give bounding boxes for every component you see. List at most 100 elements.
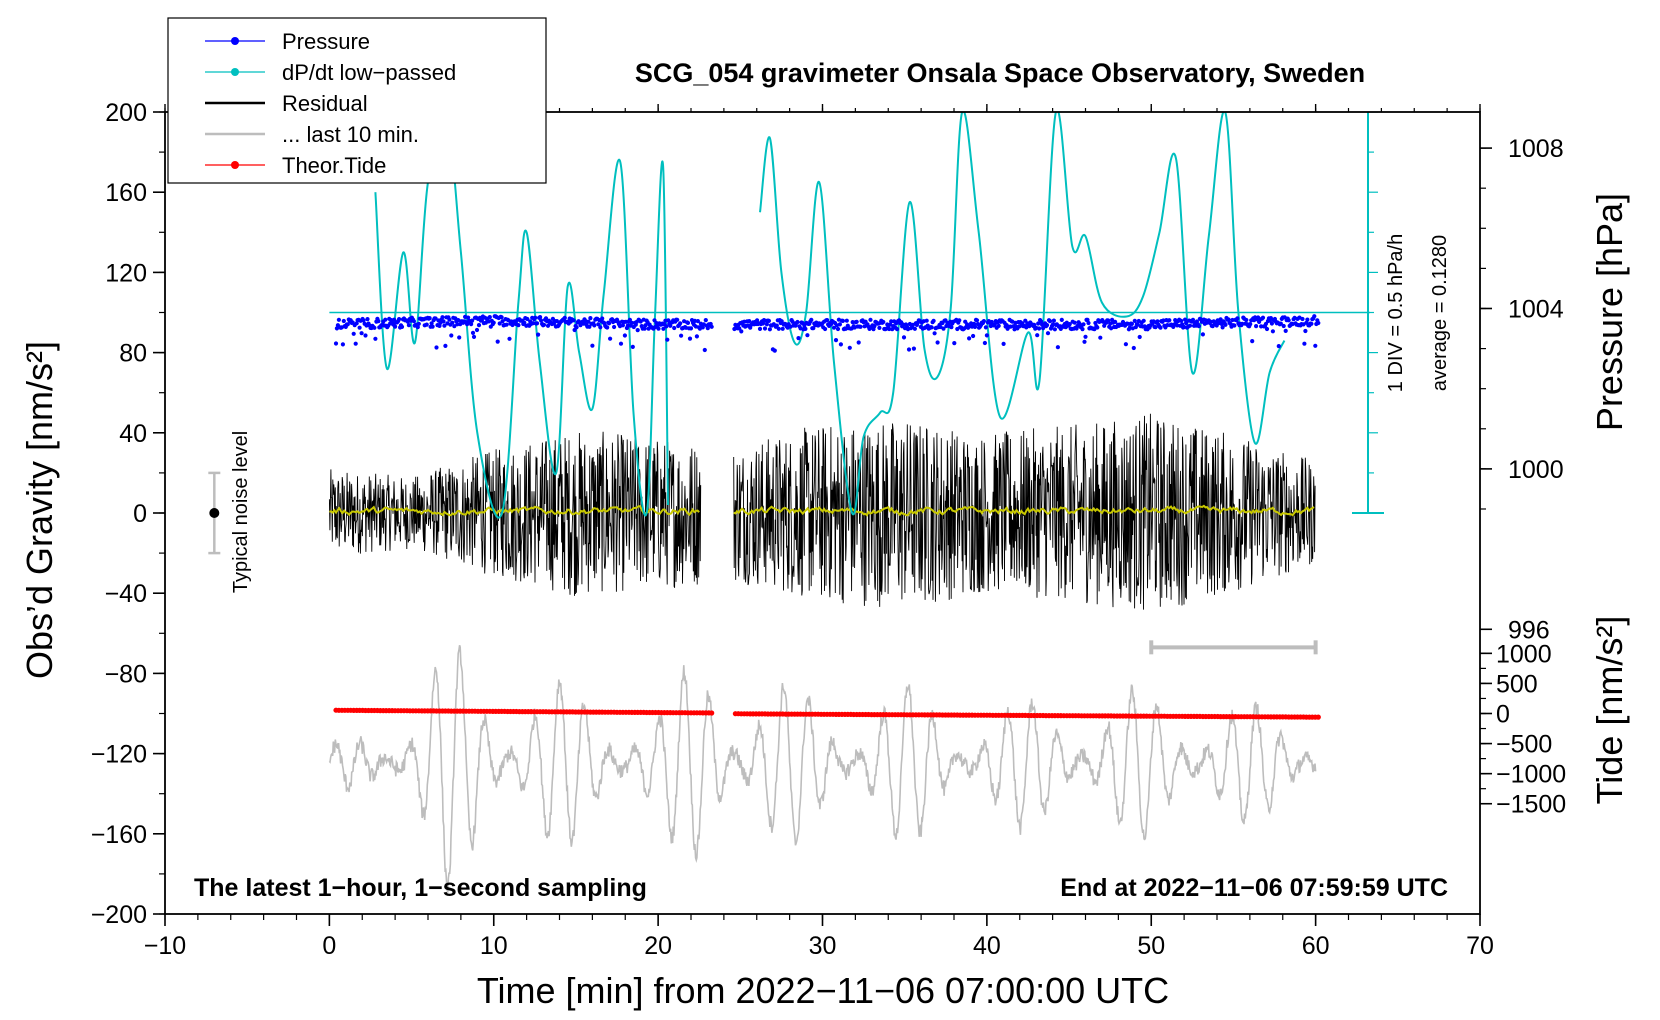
pressure-point: [1223, 322, 1228, 327]
pressure-point: [1131, 345, 1136, 351]
pressure-point: [1264, 326, 1270, 332]
pressure-point: [1082, 339, 1087, 344]
pressure-tick-label: 1008: [1508, 135, 1564, 163]
pressure-point: [1278, 321, 1283, 326]
pressure-point: [1316, 320, 1321, 326]
x-tick-label: 50: [1137, 932, 1165, 960]
pressure-point: [668, 323, 673, 328]
pressure-point: [341, 318, 346, 324]
noise-point: [209, 508, 220, 518]
pressure-point: [924, 318, 929, 323]
pressure-point: [981, 319, 987, 324]
pressure-point: [447, 317, 452, 322]
pressure-point: [449, 333, 454, 338]
pressure-point: [1259, 324, 1264, 329]
pressure-tick-label: 1000: [1508, 456, 1564, 484]
pressure-point: [825, 318, 830, 323]
tide-tick-label: 0: [1496, 701, 1510, 729]
pressure-point: [809, 317, 814, 322]
pressure-point: [607, 321, 612, 326]
pressure-point: [837, 322, 843, 327]
pressure-point: [393, 324, 398, 329]
pressure-point: [1220, 325, 1225, 330]
pressure-point: [1312, 314, 1317, 319]
pressure-point: [1072, 320, 1077, 325]
pressure-point: [500, 319, 505, 324]
pressure-point: [1052, 327, 1057, 332]
pressure-point: [972, 324, 978, 329]
pressure-point: [823, 326, 828, 332]
pressure-point: [376, 319, 381, 324]
pressure-point: [664, 324, 669, 329]
pressure-point: [487, 315, 492, 320]
pressure-point: [858, 324, 863, 329]
pressure-point: [675, 317, 680, 322]
y-tick-label: −40: [105, 580, 147, 608]
pressure-point: [695, 319, 701, 324]
pressure-point: [1190, 317, 1196, 322]
pressure-point: [491, 320, 496, 325]
pressure-point: [476, 323, 482, 328]
pressure-point: [1158, 325, 1163, 330]
tide-tick-label: −1500: [1496, 791, 1566, 819]
pressure-point: [539, 318, 544, 323]
pressure-point: [776, 326, 781, 331]
pressure-point: [406, 323, 411, 328]
x-tick-label: 30: [809, 932, 837, 960]
pressure-point: [996, 323, 1001, 328]
pressure-point: [779, 319, 784, 324]
pressure-point: [424, 322, 429, 327]
legend-swatch-marker: [231, 68, 239, 76]
pressure-point: [533, 315, 538, 320]
pressure-tick-label: 996: [1508, 616, 1550, 644]
pressure-point: [1302, 341, 1307, 346]
pressure-point: [1067, 322, 1072, 327]
pressure-point: [522, 320, 527, 325]
pressure-point: [479, 318, 484, 323]
tide-point: [709, 710, 715, 716]
pressure-point: [643, 323, 648, 328]
pressure-point: [709, 324, 714, 329]
chart-title: SCG_054 gravimeter Onsala Space Observat…: [635, 58, 1365, 88]
pressure-point: [630, 344, 635, 349]
pressure-point: [877, 325, 882, 330]
pressure-point: [1102, 323, 1107, 328]
x-tick-label: −10: [144, 932, 186, 960]
pressure-point: [901, 335, 907, 340]
pressure-point: [835, 326, 841, 332]
pressure-point: [844, 318, 849, 323]
x-tick-label: 10: [480, 932, 508, 960]
pressure-point: [1286, 318, 1291, 323]
y-axis-label-pressure: Pressure [hPa]: [1589, 193, 1630, 431]
pressure-point: [705, 326, 710, 331]
annotation-sampling: The latest 1−hour, 1−second sampling: [194, 874, 647, 902]
legend-swatch-marker: [231, 161, 239, 169]
pressure-point: [840, 318, 846, 323]
pressure-point: [1155, 319, 1160, 324]
pressure-point: [760, 321, 766, 326]
pressure-point: [1183, 317, 1188, 322]
pressure-point: [1041, 326, 1046, 331]
pressure-point: [685, 320, 691, 325]
pressure-point: [833, 338, 839, 343]
pressure-point: [1113, 319, 1118, 324]
x-tick-label: 20: [644, 932, 672, 960]
pressure-point: [1300, 316, 1305, 322]
pressure-point: [535, 321, 540, 326]
pressure-point: [415, 325, 420, 330]
pressure-point: [688, 326, 694, 331]
y-tick-label: 160: [105, 179, 147, 207]
pressure-point: [747, 319, 752, 324]
pressure-point: [854, 319, 859, 324]
pressure-point: [452, 324, 457, 329]
pressure-point: [694, 334, 700, 339]
pressure-point: [666, 318, 671, 323]
pressure-point: [351, 331, 356, 336]
pressure-point: [847, 345, 852, 350]
pressure-point: [974, 318, 980, 323]
pressure-point: [399, 324, 405, 329]
pressure-point: [541, 322, 547, 327]
pressure-point: [1055, 345, 1060, 350]
pressure-point: [772, 348, 777, 353]
